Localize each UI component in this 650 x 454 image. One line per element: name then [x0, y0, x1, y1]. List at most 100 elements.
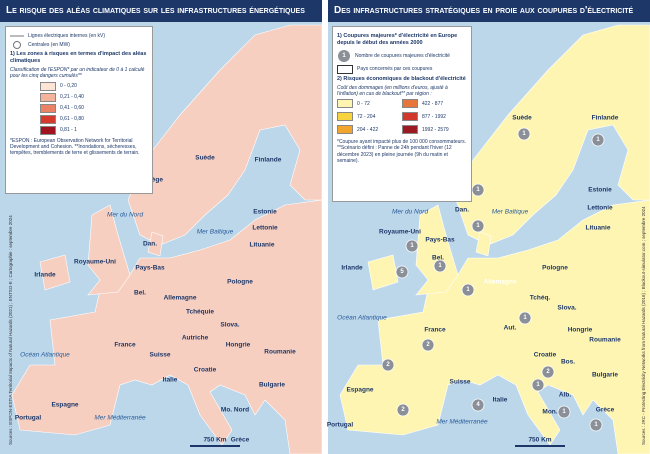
legend-text: Centrales (en MW) [28, 42, 70, 49]
outage-count: 1 [476, 223, 480, 229]
legend-label: 877 - 1992 [422, 113, 446, 120]
legend-label: 0,81 - 1 [60, 126, 77, 133]
swatch [337, 112, 353, 122]
outage-marker [471, 398, 485, 412]
country-label: Bel. [134, 290, 146, 297]
outage-count: 2 [401, 407, 405, 413]
country-label: Finlande [592, 115, 619, 122]
country-label: Suisse [150, 352, 171, 359]
left-legend: Lignes électriques internes (en kV) Cent… [5, 26, 153, 194]
outage-marker [395, 265, 409, 279]
legend-row: 1992 - 2579 [402, 125, 467, 135]
outage-marker [381, 358, 395, 372]
sea-label: Mer du Nord [107, 212, 144, 219]
outage-count: 1 [536, 382, 540, 388]
country-label: Allemagne [164, 295, 197, 302]
legend-text: Lignes électriques internes (en kV) [28, 33, 105, 39]
left-source: Sources : ESPON-ESTIA Territorial Impact… [8, 215, 13, 445]
legend-row: 0 - 72 [337, 99, 402, 109]
sea-label: Mer Méditerranée [94, 415, 146, 422]
left-title: Le risque des aléas climatiques sur les … [0, 0, 322, 22]
outage-marker [517, 127, 531, 141]
country-label: Slova. [557, 305, 576, 312]
country-label: Finlande [255, 157, 282, 164]
country-label: Dan. [455, 207, 469, 214]
legend-label: 72 - 204 [357, 113, 376, 120]
outage-marker [471, 183, 485, 197]
country-label: Pays-Bas [425, 237, 455, 244]
outage-marker [591, 133, 605, 147]
country-label: Autriche [182, 335, 209, 342]
country-label: Portugal [327, 422, 354, 429]
outage-marker [557, 405, 571, 419]
outage-marker [531, 378, 545, 392]
country-label: Grèce [231, 437, 250, 444]
outage-marker [461, 283, 475, 297]
sea-label: Mer Baltique [197, 229, 234, 236]
swatch [40, 125, 56, 135]
country-label: Croatie [194, 367, 217, 374]
country-label: France [424, 327, 446, 334]
legend-heading: 2) Risques économiques de blackout d'éle… [337, 75, 466, 82]
country-label: Italie [493, 397, 508, 404]
outage-count: 1 [466, 287, 470, 293]
legend-label: 0 - 72 [357, 100, 370, 107]
country-label: Lettonie [252, 225, 278, 232]
country-label: Tchéq. [530, 295, 551, 302]
country-label: Estonie [588, 187, 612, 194]
outage-marker [471, 219, 485, 233]
legend-row: 877 - 1992 [402, 112, 467, 122]
outage-count: 1 [438, 263, 442, 269]
outage-count: 1 [410, 243, 414, 249]
swatch [40, 103, 56, 113]
country-label: Suède [195, 155, 215, 162]
legend-label: 1992 - 2579 [422, 126, 449, 133]
swatch [402, 125, 418, 135]
outage-count: 1 [522, 131, 526, 137]
right-source: Sources : JRC - Protecting Electricity N… [641, 206, 646, 445]
legend-row: 0,81 - 1 [40, 125, 148, 135]
outage-count: 2 [426, 342, 430, 348]
footnote: *ESPON : European Observation Network fo… [10, 137, 140, 157]
country-label: Alb. [559, 392, 571, 399]
country-label: Slova. [220, 322, 239, 329]
country-label: France [114, 342, 136, 349]
legend-label: 0,61 - 0,80 [60, 115, 84, 122]
legend-heading: 1) Coupures majeures* d'électricité en E… [337, 33, 458, 46]
country-label: Bulgarie [259, 382, 285, 389]
outage-count: 5 [400, 269, 404, 275]
outage-marker [518, 311, 532, 325]
swatch [402, 112, 418, 122]
swatch [337, 99, 353, 109]
country-label: Allemagne [484, 279, 517, 286]
outage-count: 2 [386, 362, 390, 368]
sea-label: Mer Méditerranée [436, 419, 488, 426]
legend-row: 422 - 877 [402, 99, 467, 109]
country-label: Roumanie [589, 337, 621, 344]
plant-symbol [13, 41, 21, 50]
country-label: Tchéquie [186, 309, 214, 316]
country-label: Estonie [253, 209, 277, 216]
legend-label: 0,41 - 0,60 [60, 104, 84, 111]
legend-label: 0,21 - 0,40 [60, 93, 84, 100]
legend-text: Coût des dommages (en millions d'euros, … [337, 84, 448, 97]
legend-row: 0,21 - 0,40 [40, 92, 148, 102]
left-map: NorvègeSuèdeFinlandeEstonieLettonieLitua… [0, 22, 323, 454]
country-label: Pologne [542, 265, 568, 272]
country-label: Espagne [346, 387, 373, 394]
marker-example: 1 [342, 53, 346, 59]
country-label: Pays-Bas [135, 265, 165, 272]
country-label: Bulgarie [592, 372, 618, 379]
right-legend: 1) Coupures majeures* d'électricité en E… [332, 26, 472, 202]
country-label: Bos. [561, 359, 575, 366]
swatch [40, 92, 56, 102]
swatch [40, 114, 56, 124]
country-label: Portugal [15, 415, 42, 422]
outage-count: 4 [476, 402, 480, 408]
legend-text: Classification de l'ESPON* par un indica… [10, 67, 145, 80]
country-label: Lituanie [586, 225, 611, 232]
outage-count: 1 [476, 187, 480, 193]
country-label: Royaume-Uni [379, 229, 421, 236]
marker-symbol: 1 [338, 49, 350, 62]
country-label: Irlande [341, 265, 363, 272]
